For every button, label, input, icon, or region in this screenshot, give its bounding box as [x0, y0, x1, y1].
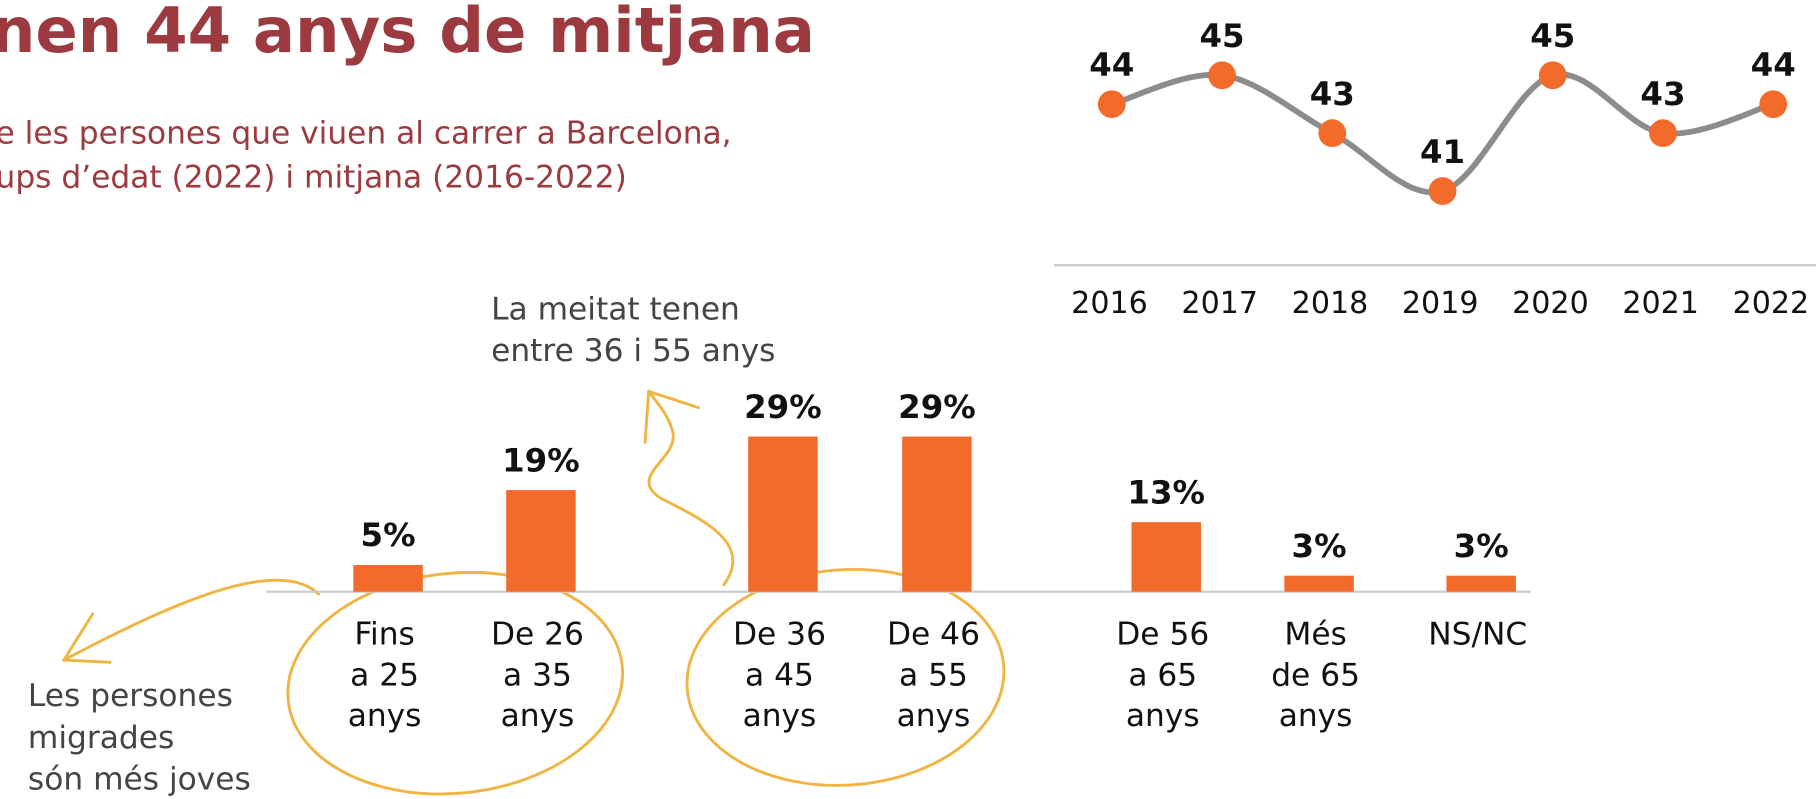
annotation: Les persones migrades són més joves — [28, 678, 251, 797]
bar — [748, 436, 818, 592]
point — [1318, 119, 1347, 148]
bar — [1131, 522, 1201, 592]
value-label: 43 — [1640, 75, 1685, 113]
x-tick-label: De 56 a 65 anys — [1116, 617, 1209, 734]
value-label: 45 — [1530, 17, 1575, 55]
value-label: 3% — [1454, 527, 1509, 565]
value-label: 43 — [1310, 75, 1355, 113]
x-tick-label: 2016 — [1071, 286, 1148, 321]
x-tick-label: Més de 65 anys — [1271, 617, 1360, 734]
subtitle: e les persones que viuen al carrer a Bar… — [0, 115, 732, 151]
title: nen 44 anys de mitjana — [0, 0, 815, 67]
x-tick-label: Fins a 25 anys — [348, 617, 422, 734]
arrow — [647, 389, 735, 587]
point — [1649, 119, 1677, 148]
value-label: 41 — [1420, 133, 1465, 171]
value-label: 44 — [1751, 46, 1796, 84]
x-tick-label: 2020 — [1512, 286, 1589, 321]
bar — [1284, 575, 1354, 592]
arrow-head — [643, 389, 700, 444]
x-tick-label: 2021 — [1622, 286, 1699, 321]
circle — [685, 567, 1006, 787]
bar — [506, 490, 576, 592]
point — [1759, 90, 1788, 119]
point — [1208, 61, 1236, 90]
point — [1097, 90, 1126, 119]
x-tick-label: 2018 — [1292, 286, 1369, 321]
arrow-head — [62, 612, 112, 664]
annotation: La meitat tenen entre 36 i 55 anys — [491, 291, 775, 369]
value-label: 3% — [1292, 527, 1347, 565]
bar — [1446, 575, 1516, 592]
x-tick-label: 2019 — [1402, 286, 1479, 321]
value-label: 29% — [744, 388, 822, 426]
bar — [353, 564, 423, 592]
value-label: 44 — [1089, 46, 1134, 84]
decorations — [62, 389, 1006, 796]
x-tick-label: De 46 a 55 anys — [887, 617, 980, 734]
x-tick-label: De 26 a 35 anys — [491, 617, 584, 734]
bar — [902, 436, 972, 592]
value-label: 29% — [898, 388, 976, 426]
x-tick-label: 2017 — [1181, 286, 1258, 321]
value-label: 13% — [1127, 473, 1205, 511]
subtitle: ups d’edat (2022) i mitjana (2016-2022) — [0, 159, 627, 195]
circle — [286, 570, 625, 796]
value-label: 5% — [361, 516, 416, 554]
arrow — [62, 578, 321, 662]
point — [1428, 177, 1457, 205]
x-tick-label: 2022 — [1733, 286, 1810, 321]
x-tick-label: NS/NC — [1428, 617, 1527, 653]
value-label: 19% — [502, 441, 580, 479]
value-label: 45 — [1199, 17, 1244, 55]
point — [1538, 61, 1567, 90]
x-tick-label: De 36 a 45 anys — [733, 617, 826, 734]
